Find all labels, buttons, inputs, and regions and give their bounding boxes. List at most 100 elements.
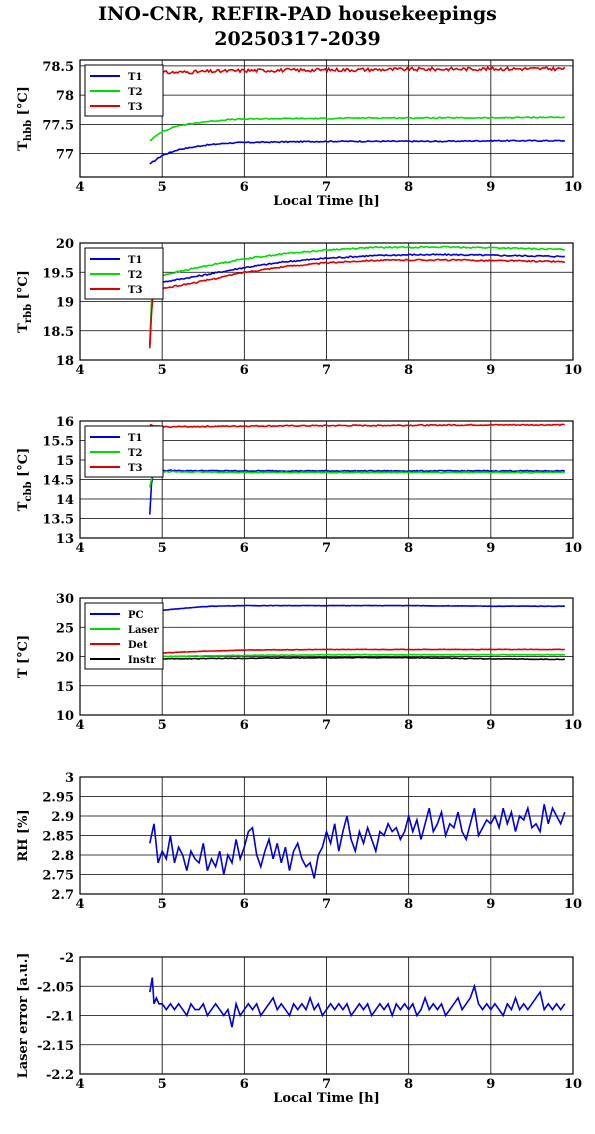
x-tick-label: 10 — [564, 541, 582, 556]
y-tick-label: 2.7 — [51, 888, 74, 903]
x-tick-label: 6 — [240, 1077, 249, 1092]
y-tick-label: -2.05 — [37, 980, 74, 995]
y-tick-label: -2.2 — [46, 1068, 74, 1083]
x-tick-label: 4 — [75, 541, 84, 556]
x-tick-label: 8 — [404, 1077, 413, 1092]
y-tick-label: 25 — [56, 621, 74, 636]
y-tick-label: 15 — [56, 680, 74, 695]
y-tick-label: 77.5 — [42, 118, 74, 133]
legend-label-t1: T1 — [128, 255, 142, 266]
x-tick-label: 10 — [564, 363, 582, 378]
x-tick-label: 5 — [158, 897, 167, 912]
y-tick-label: 14.5 — [42, 474, 74, 489]
y-tick-label: 19 — [56, 296, 74, 311]
x-tick-label: 10 — [564, 897, 582, 912]
x-tick-label: 4 — [75, 897, 84, 912]
y-tick-label: 20 — [56, 651, 74, 666]
y-tick-label: 13 — [56, 532, 74, 547]
y-tick-label: -2.15 — [37, 1039, 74, 1054]
figure-subtitle: 20250317-2039 — [214, 28, 381, 50]
x-tick-label: 5 — [158, 180, 167, 195]
x-tick-label: 7 — [322, 897, 331, 912]
chart-panel-5: 4 5 6 7 8 9 10 2.7 2.75 2.8 2.85 2.9 2.95 3 RH [%] — [16, 771, 582, 912]
x-tick-label: 10 — [564, 180, 582, 195]
y-tick-label: 18.5 — [42, 325, 74, 340]
y-tick-label: 2.8 — [51, 849, 74, 864]
x-tick-label: 7 — [322, 718, 331, 733]
y-tick-label: 13.5 — [42, 513, 74, 528]
series-line-data — [149, 977, 566, 1028]
x-tick-label: 4 — [75, 363, 84, 378]
x-tick-label: 9 — [486, 897, 495, 912]
x-tick-label: 6 — [240, 541, 249, 556]
y-tick-label: 30 — [56, 592, 74, 607]
x-tick-label: 5 — [158, 363, 167, 378]
x-tick-label: 8 — [404, 541, 413, 556]
x-tick-label: 5 — [158, 541, 167, 556]
x-tick-label: 9 — [486, 180, 495, 195]
legend-label-t2: T2 — [128, 270, 142, 281]
legend: T1 T2 T3 — [84, 64, 164, 117]
series-line-t2 — [149, 116, 565, 142]
y-tick-label: 19.5 — [42, 266, 74, 281]
y-tick-label: 78.5 — [42, 60, 74, 75]
series-line-det — [149, 648, 565, 655]
legend-label-t1: T1 — [128, 72, 142, 83]
y-tick-label: 2.9 — [51, 810, 74, 825]
series-line-t3 — [149, 65, 566, 84]
series-line-t2 — [149, 245, 565, 343]
x-tick-label: 8 — [404, 897, 413, 912]
x-tick-label: 6 — [240, 180, 249, 195]
legend-label-t2: T2 — [128, 87, 142, 98]
x-tick-label: 4 — [75, 718, 84, 733]
y-tick-label: 14 — [56, 493, 74, 508]
series-line-t1 — [149, 253, 566, 346]
plot-frame — [79, 956, 574, 1075]
y-tick-label: 15.5 — [42, 435, 74, 450]
x-tick-label: 9 — [486, 541, 495, 556]
x-tick-label: 6 — [240, 363, 249, 378]
x-tick-label: 10 — [564, 1077, 582, 1092]
series-line-t3 — [149, 423, 565, 429]
x-tick-label: 6 — [240, 718, 249, 733]
legend-box — [84, 64, 164, 117]
y-tick-label: 15 — [56, 454, 74, 469]
series-line-t3 — [149, 258, 565, 349]
x-tick-label: 5 — [158, 1077, 167, 1092]
x-tick-label: 8 — [404, 718, 413, 733]
y-tick-label: 20 — [56, 237, 74, 252]
x-tick-label: 7 — [322, 180, 331, 195]
y-tick-label: 10 — [56, 709, 74, 724]
chart-panel-6: 4 5 6 7 8 9 10 -2.2 -2.15 -2.1 -2.05 -2 Local Time [… — [16, 951, 582, 1106]
legend-label-t2: T2 — [128, 448, 142, 459]
chart-panel-4: 4 5 6 7 8 9 10 10 15 20 25 30 T [°C] PC Laser Det Instr — [16, 592, 582, 733]
x-tick-label: 5 — [158, 718, 167, 733]
series-line-instr — [149, 656, 565, 661]
y-axis-label: T [°C] — [16, 635, 31, 678]
y-axis-label: Tcbb [°C] — [16, 448, 34, 511]
figure-title-block: INO-CNR, REFIR-PAD housekeepings 2025031… — [0, 2, 595, 52]
series-line-data — [149, 804, 566, 879]
series-line-t1 — [149, 139, 566, 165]
y-tick-label: 2.75 — [42, 869, 74, 884]
plot-frame — [79, 242, 574, 361]
plot-frame — [79, 420, 574, 539]
x-tick-label: 10 — [564, 718, 582, 733]
x-axis-label: Local Time [h] — [273, 1091, 380, 1106]
x-tick-label: 9 — [486, 363, 495, 378]
y-tick-label: 18 — [56, 354, 74, 369]
y-tick-label: 78 — [56, 89, 74, 104]
x-tick-label: 7 — [322, 1077, 331, 1092]
x-tick-label: 9 — [486, 1077, 495, 1092]
plot-frame — [79, 597, 574, 716]
x-tick-label: 8 — [404, 363, 413, 378]
y-tick-label: -2 — [60, 951, 74, 966]
legend-label-t3: T3 — [128, 463, 142, 474]
y-tick-label: 2.85 — [42, 830, 74, 845]
x-tick-label: 7 — [322, 363, 331, 378]
series-line-t1 — [149, 468, 566, 515]
legend: PC Laser Det Instr — [84, 602, 164, 670]
legend-label-t1: T1 — [128, 433, 142, 444]
plot-frame — [79, 59, 574, 178]
